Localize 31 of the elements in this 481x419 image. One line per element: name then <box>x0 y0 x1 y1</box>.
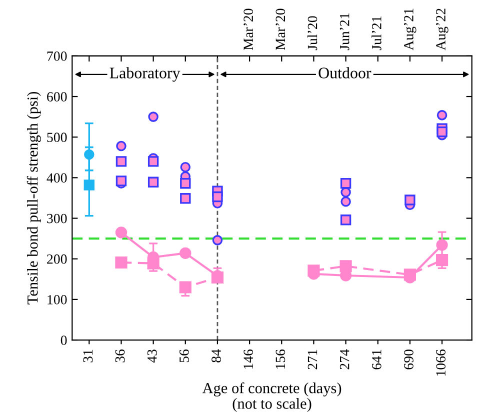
text: Aug’22 <box>436 8 448 50</box>
text: Jul’21 <box>372 16 382 50</box>
text: Mar’20 <box>276 8 286 50</box>
y-tick-label: 100 <box>48 295 67 304</box>
x-tick-label: 31 <box>83 350 93 362</box>
text: Jun’21 <box>340 13 350 50</box>
annotation: Laboratory <box>110 67 180 82</box>
y-tick-label: 0 <box>60 336 67 345</box>
x-tick-label: 1066 <box>436 349 446 376</box>
x-tick-label: 146 <box>244 349 254 369</box>
x-tick-label: 641 <box>372 350 382 370</box>
text: Jul’20 <box>307 16 318 50</box>
y-tick-label: 500 <box>47 132 67 142</box>
y-tick-label: 700 <box>47 52 67 61</box>
text: Mar’20 <box>244 8 254 50</box>
x-tick-label: 271 <box>308 350 318 370</box>
y-tick-label: 400 <box>46 173 67 183</box>
x-tick-label: 36 <box>115 349 125 362</box>
x-tick-label: 56 <box>180 349 189 362</box>
y-tick-label: 600 <box>47 92 67 102</box>
y-tick-label: 200 <box>47 254 67 264</box>
y-tick-label: 300 <box>47 214 67 224</box>
text: Aug’21 <box>404 8 416 50</box>
x-tick-label: 274 <box>340 349 350 370</box>
x-tick-label: 43 <box>147 350 157 363</box>
x-tick-label: 690 <box>404 350 414 370</box>
x-tick-label: 84 <box>212 349 221 362</box>
y-axis-title: Tensile bond pull-off strength (psi) <box>26 92 41 304</box>
annotation: Outdoor <box>318 67 372 78</box>
x-axis-title: Age of concrete (days) (not to scale) <box>202 382 342 412</box>
x-tick-label: 156 <box>276 349 286 369</box>
